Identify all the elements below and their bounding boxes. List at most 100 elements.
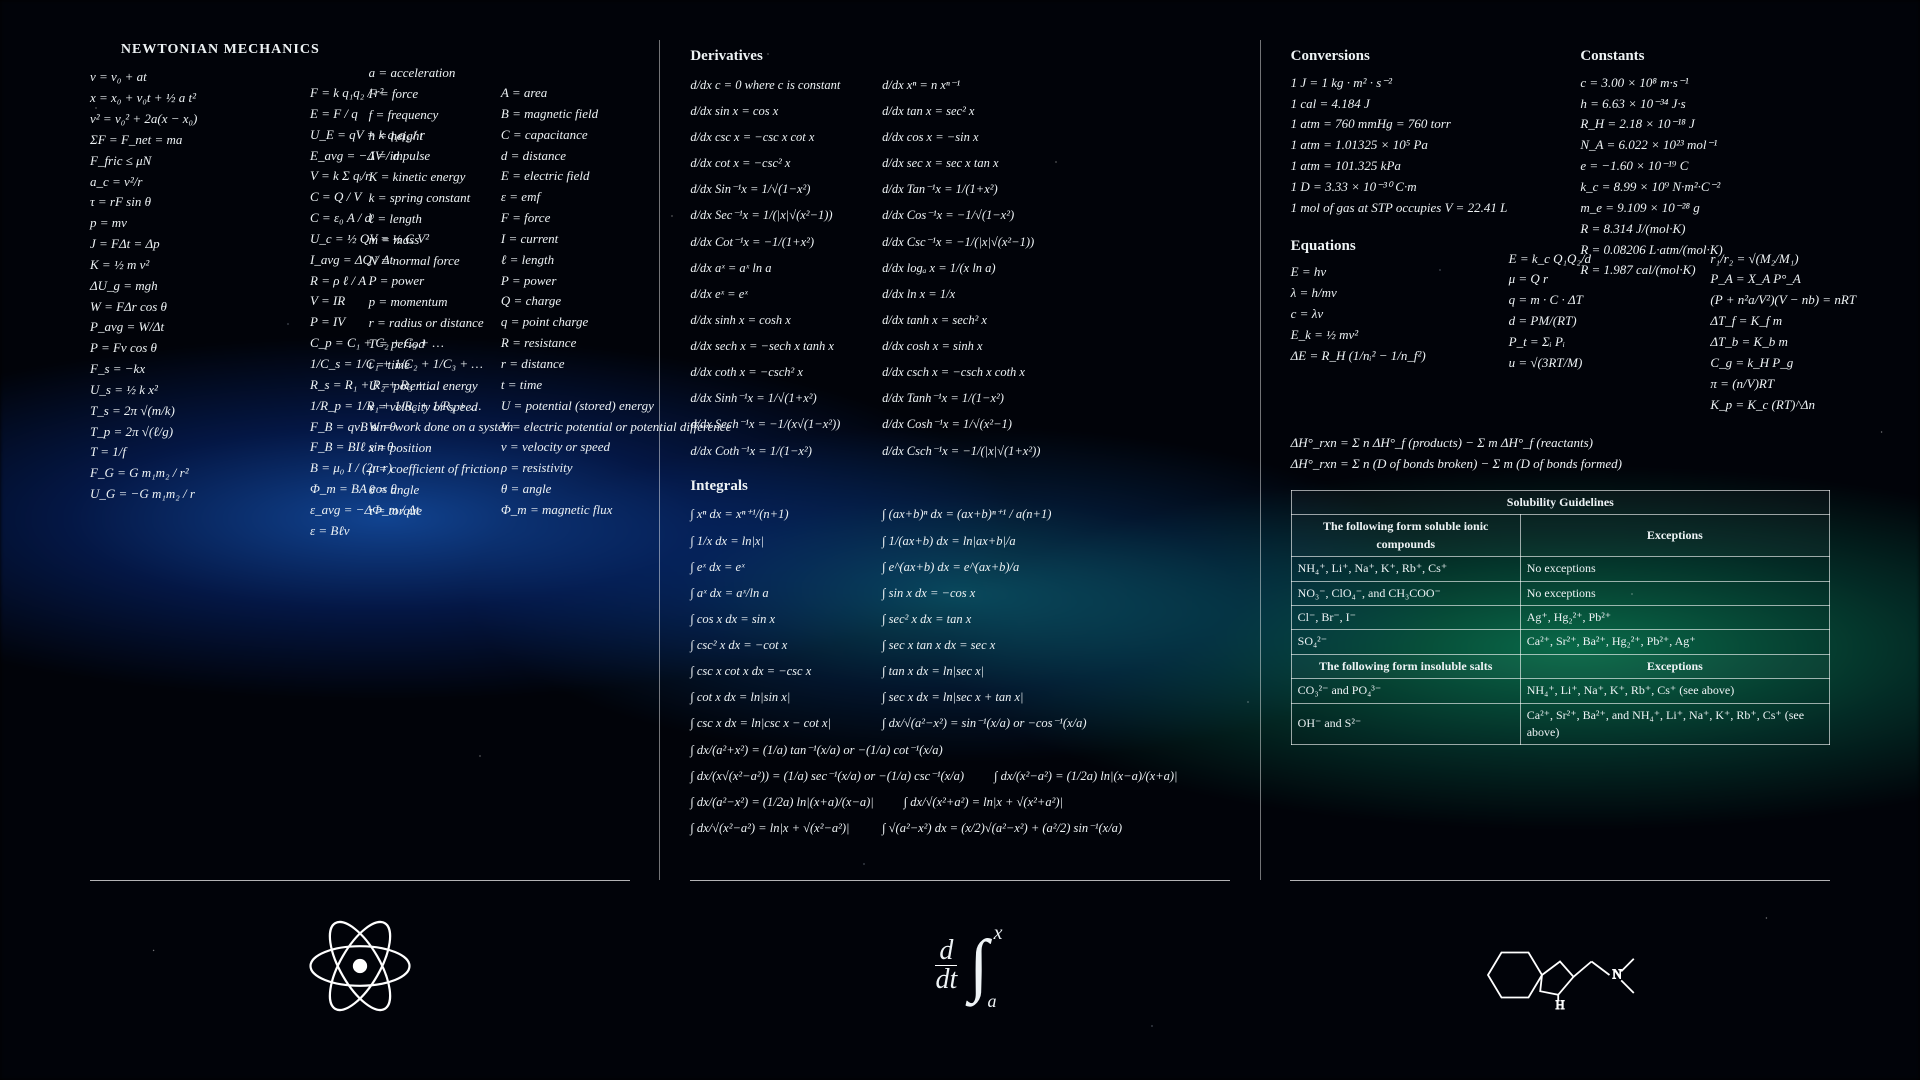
formula-line: C_p = C₁ + C₂ + C₃ + … — [310, 334, 483, 353]
conversions-title: Conversions — [1291, 46, 1541, 68]
formula-line: d/dx Cosh⁻¹x = 1/√(x²−1) — [882, 415, 1044, 433]
derivatives-title: Derivatives — [690, 46, 1229, 68]
table-row: CO₃²⁻ and PO₄³⁻NH₄⁺, Li⁺, Na⁺, K⁺, Rb⁺, … — [1291, 679, 1829, 703]
page: NEWTONIAN MECHANICS v = v₀ + atx = x₀ + … — [0, 0, 1920, 1080]
formula-line: ∫ csc x dx = ln|csc x − cot x| — [690, 714, 852, 732]
equations-right: r₁/r₂ = √(M₂/M₁)P_A = X_A P°_A(P + n²a/V… — [1710, 248, 1856, 417]
formula-line: ∫ eˣ dx = eˣ — [690, 558, 852, 576]
formula-line: N_A = 6.022 × 10²³ mol⁻¹ — [1580, 136, 1830, 155]
table-cell: NH₄⁺, Li⁺, Na⁺, K⁺, Rb⁺, Cs⁺ — [1291, 557, 1520, 581]
newtonian-title: NEWTONIAN MECHANICS — [90, 40, 351, 60]
table-cell: No exceptions — [1520, 581, 1829, 605]
integrals-title: Integrals — [690, 476, 1229, 498]
formula-line: d/dx csc x = −csc x cot x — [690, 128, 852, 146]
integrals-list: ∫ xⁿ dx = xⁿ⁺¹/(n+1) ∫ (ax+b)ⁿ dx = (ax+b… — [690, 503, 1229, 839]
formula-line: d/dx tan x = sec² x — [882, 102, 1044, 120]
formula-line: r₁/r₂ = √(M₂/M₁) — [1710, 250, 1856, 269]
formula-line: ∫ tan x dx = ln|sec x| — [882, 662, 1044, 680]
formula-line: ΔT_b = K_b m — [1710, 333, 1856, 352]
table-cell: OH⁻ and S²⁻ — [1291, 703, 1520, 745]
table-cell: Ag⁺, Hg₂²⁺, Pb²⁺ — [1520, 606, 1829, 630]
formula-line: B = μ₀ I / (2π r) — [310, 459, 483, 478]
svg-text:H: H — [1556, 998, 1565, 1012]
table-row: OH⁻ and S²⁻Ca²⁺, Sr²⁺, Ba²⁺, and NH₄⁺, L… — [1291, 703, 1829, 745]
formula-line: d/dx cot x = −csc² x — [690, 154, 852, 172]
formula-line: d/dx eˣ = eˣ — [690, 285, 852, 303]
formula-line: d/dx ln x = 1/x — [882, 285, 1044, 303]
formula-line: d/dx coth x = −csch² x — [690, 363, 852, 381]
formula-line: d/dx sinh x = cosh x — [690, 311, 852, 329]
formula-line: 1/C_s = 1/C₁ + 1/C₂ + 1/C₃ + … — [310, 355, 483, 374]
calculus-symbol: ddt ∫ax — [690, 880, 1230, 1050]
dmt-molecule-icon: H N — [1290, 880, 1830, 1050]
formula-line: 1 J = 1 kg · m² · s⁻² — [1291, 74, 1541, 93]
formula-line: ∫ dx/(a²+x²) = (1/a) tan⁻¹(x/a) or −(1/a… — [690, 741, 942, 759]
calculus-panel: Derivatives d/dx c = 0 where c is consta… — [660, 40, 1260, 880]
formula-line: E = F / q — [310, 105, 483, 124]
formula-line: k_c = 8.99 × 10⁹ N·m²·C⁻² — [1580, 178, 1830, 197]
formula-line: d/dx Csch⁻¹x = −1/(|x|√(1+x²)) — [882, 442, 1044, 460]
table-row: NO₃⁻, ClO₄⁻, and CH₃COO⁻No exceptions — [1291, 581, 1829, 605]
formula-line: d/dx Sech⁻¹x = −1/(x√(1−x²)) — [690, 415, 852, 433]
formula-line: R = ρ ℓ / A — [310, 272, 483, 291]
formula-line: π = (n/V)RT — [1710, 375, 1856, 394]
table-row: SO₄²⁻Ca²⁺, Sr²⁺, Ba²⁺, Hg₂²⁺, Pb²⁺, Ag⁺ — [1291, 630, 1829, 654]
formula-line: d/dx Sin⁻¹x = 1/√(1−x²) — [690, 180, 852, 198]
formula-line: m_e = 9.109 × 10⁻²⁸ g — [1580, 199, 1830, 218]
table-cell: NO₃⁻, ClO₄⁻, and CH₃COO⁻ — [1291, 581, 1520, 605]
formula-line: R_H = 2.18 × 10⁻¹⁸ J — [1580, 115, 1830, 134]
formula-line: d/dx xⁿ = n xⁿ⁻¹ — [882, 76, 1044, 94]
table-cell: Ca²⁺, Sr²⁺, Ba²⁺, Hg₂²⁺, Pb²⁺, Ag⁺ — [1520, 630, 1829, 654]
table-cell: CO₃²⁻ and PO₄³⁻ — [1291, 679, 1520, 703]
formula-line: ∫ dx/(x√(x²−a²)) = (1/a) sec⁻¹(x/a) or −… — [690, 767, 964, 785]
formula-line: ∫ (ax+b)ⁿ dx = (ax+b)ⁿ⁺¹ / a(n+1) — [882, 505, 1051, 523]
formula-line: d/dx tanh x = sech² x — [882, 311, 1044, 329]
formula-line: d = PM/(RT) — [1509, 312, 1671, 331]
formula-line: q = m · C · ΔT — [1509, 291, 1671, 310]
formula-line: K_p = K_c (RT)^Δn — [1710, 396, 1856, 415]
formula-line: 1 mol of gas at STP occupies V = 22.41 L — [1291, 199, 1541, 218]
sol-soluble-col2: Exceptions — [1520, 515, 1829, 557]
formula-line: ∫ dx/√(x²−a²) = ln|x + √(x²−a²)| — [690, 819, 852, 837]
constants-title: Constants — [1580, 46, 1830, 68]
formula-line: ∫ xⁿ dx = xⁿ⁺¹/(n+1) — [690, 505, 852, 523]
formula-line: (P + n²a/V²)(V − nb) = nRT — [1710, 291, 1856, 310]
formula-line: μ = Q r — [1509, 270, 1671, 289]
formula-line: ∫ dx/√(x²+a²) = ln|x + √(x²+a²)| — [904, 793, 1066, 811]
formula-line: d/dx Sinh⁻¹x = 1/√(1+x²) — [690, 389, 852, 407]
footer-icons: ddt ∫ax H N — [0, 880, 1920, 1080]
formula-line: d/dx Coth⁻¹x = 1/(1−x²) — [690, 442, 852, 460]
formula-line: d/dx sin x = cos x — [690, 102, 852, 120]
physics-panel: NEWTONIAN MECHANICS v = v₀ + atx = x₀ + … — [60, 40, 660, 880]
formula-line: 1 cal = 4.184 J — [1291, 95, 1541, 114]
formula-line: ∫ csc x cot x dx = −csc x — [690, 662, 852, 680]
formula-line: ∫ sec x dx = ln|sec x + tan x| — [882, 688, 1044, 706]
em-title: ELECTRICITY AND MAGNETISM — [270, 0, 490, 7]
formula-line: V = IR — [310, 292, 483, 311]
formula-line: U_c = ½ QV = ½ C V² — [310, 230, 483, 249]
formula-line: F_B = qvB sin θ — [310, 418, 483, 437]
formula-line: h = 6.63 × 10⁻³⁴ J·s — [1580, 95, 1830, 114]
formula-line: ∫ 1/x dx = ln|x| — [690, 532, 852, 550]
formula-line: e = −1.60 × 10⁻¹⁹ C — [1580, 157, 1830, 176]
formula-line: P = IV — [310, 313, 483, 332]
formula-line: ∫ dx/(a²−x²) = (1/2a) ln|(x+a)/(x−a)| — [690, 793, 873, 811]
formula-line: 1 atm = 1.01325 × 10⁵ Pa — [1291, 136, 1541, 155]
formula-line: U_E = qV = k q₁q₂ / r — [310, 126, 483, 145]
enthalpy-equations: ΔH°_rxn = Σ n ΔH°_f (products) − Σ m ΔH°… — [1291, 434, 1830, 474]
formula-line: ∫ aˣ dx = aˣ/ln a — [690, 584, 852, 602]
formula-line: C = Q / V — [310, 188, 483, 207]
solubility-table: Solubility Guidelines The following form… — [1291, 490, 1830, 745]
formula-line: V = k Σ qᵢ/rᵢ — [310, 167, 483, 186]
formula-line: ∫ √(a²−x²) dx = (x/2)√(a²−x²) + (a²/2) s… — [882, 819, 1122, 837]
formula-line: d/dx c = 0 where c is constant — [690, 76, 852, 94]
formula-line: ∫ e^(ax+b) dx = e^(ax+b)/a — [882, 558, 1044, 576]
svg-text:N: N — [1612, 966, 1622, 981]
panels-row: NEWTONIAN MECHANICS v = v₀ + atx = x₀ + … — [0, 0, 1920, 880]
formula-line: ∫ cot x dx = ln|sin x| — [690, 688, 852, 706]
formula-line: ∫ dx/√(a²−x²) = sin⁻¹(x/a) or −cos⁻¹(x/a… — [882, 714, 1086, 732]
chemistry-panel: Conversions 1 J = 1 kg · m² · s⁻² 1 cal =… — [1261, 40, 1860, 880]
formula-line: F_B = BIℓ sin θ — [310, 438, 483, 457]
formula-line: ∫ sin x dx = −cos x — [882, 584, 1044, 602]
formula-line: ΔH°_rxn = Σ n ΔH°_f (products) − Σ m ΔH°… — [1291, 434, 1830, 453]
